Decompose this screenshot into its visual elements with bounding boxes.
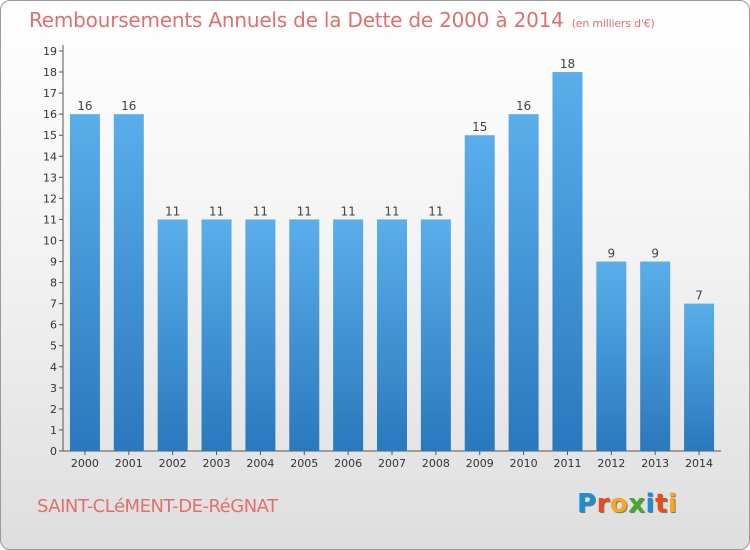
- y-tick-label: 3: [50, 382, 57, 395]
- x-tick-label: 2011: [553, 457, 581, 470]
- chart-title-text: Remboursements Annuels de la Dette de 20…: [29, 8, 564, 32]
- x-tick-label: 2004: [246, 457, 274, 470]
- bar: [640, 261, 671, 451]
- bar-value-label: 11: [384, 204, 399, 218]
- chart-unit: (en milliers d'€): [571, 17, 655, 30]
- bar-value-label: 16: [77, 99, 92, 113]
- logo-letter: P: [577, 489, 597, 519]
- x-tick-label: 2013: [641, 457, 669, 470]
- y-tick-label: 1: [50, 424, 57, 437]
- y-tick-label: 10: [43, 234, 57, 247]
- bar-value-label: 16: [516, 99, 531, 113]
- y-tick-label: 2: [50, 403, 57, 416]
- bar: [377, 219, 407, 451]
- x-tick-label: 2009: [466, 457, 494, 470]
- bar: [333, 219, 364, 451]
- logo-letter: x: [628, 489, 646, 519]
- bar-value-label: 9: [608, 247, 616, 261]
- x-tick-label: 2003: [203, 457, 231, 470]
- x-tick-label: 2006: [334, 457, 362, 470]
- y-tick-label: 6: [50, 319, 57, 332]
- y-tick-label: 9: [50, 256, 57, 269]
- logo-letter: t: [654, 489, 668, 519]
- y-tick-label: 15: [43, 129, 57, 142]
- bar-value-label: 11: [209, 204, 224, 218]
- x-tick-label: 2001: [115, 457, 143, 470]
- bars: [69, 72, 715, 452]
- y-tick-label: 0: [50, 445, 57, 458]
- bar-value-label: 11: [165, 204, 180, 218]
- bar-value-label: 11: [253, 204, 268, 218]
- x-tick-label: 2010: [510, 457, 538, 470]
- bar-value-label: 15: [472, 120, 487, 134]
- y-tick-label: 5: [50, 340, 57, 353]
- bar: [508, 114, 539, 451]
- bar-labels: 16 16 11 11 11 11 11 11 11 15 16 18 9 9 7: [77, 57, 703, 303]
- bar-value-label: 16: [121, 99, 136, 113]
- x-tick-label: 2012: [597, 457, 625, 470]
- y-tick-label: 17: [43, 87, 57, 100]
- y-tick-label: 4: [50, 361, 57, 374]
- bar: [69, 114, 100, 451]
- logo-letter: i: [645, 489, 655, 519]
- logo-letter: i: [667, 489, 678, 519]
- proxiti-logo: Proxiti: [577, 489, 677, 519]
- bar: [157, 219, 188, 451]
- bar: [245, 219, 276, 451]
- commune-name: SAINT-CLéMENT-DE-RéGNAT: [37, 496, 278, 517]
- y-tick-label: 12: [43, 192, 57, 205]
- logo-letter: o: [609, 489, 629, 519]
- y-tick-label: 11: [43, 213, 57, 226]
- x-tick-label: 2014: [685, 457, 713, 470]
- bar: [684, 303, 715, 451]
- bar: [420, 219, 451, 451]
- x-tick-label: 2002: [159, 457, 187, 470]
- y-tick-label: 8: [50, 277, 57, 290]
- x-tick-label: 2007: [378, 457, 406, 470]
- y-tick-label: 7: [50, 298, 57, 311]
- bar-value-label: 9: [651, 247, 659, 261]
- y-tick-label: 14: [43, 150, 57, 163]
- bar: [113, 114, 144, 451]
- y-tick-label: 13: [43, 171, 57, 184]
- bar: [464, 135, 495, 452]
- bar-value-label: 7: [695, 289, 703, 303]
- bar: [552, 72, 583, 451]
- y-tick-label: 19: [43, 45, 57, 58]
- chart-title: Remboursements Annuels de la Dette de 20…: [29, 8, 655, 32]
- bar-value-label: 11: [297, 204, 312, 218]
- x-tick-label: 2008: [422, 457, 450, 470]
- bar: [596, 261, 627, 451]
- logo-letter: r: [596, 489, 610, 519]
- x-tick-label: 2000: [71, 457, 99, 470]
- bar-value-label: 11: [428, 204, 443, 218]
- bar: [201, 219, 232, 451]
- y-tick-label: 18: [43, 66, 57, 79]
- x-tick-label: 2005: [290, 457, 318, 470]
- bar: [289, 219, 320, 451]
- y-tick-label: 16: [43, 108, 57, 121]
- bar-value-label: 11: [340, 204, 355, 218]
- bar-value-label: 18: [560, 57, 575, 71]
